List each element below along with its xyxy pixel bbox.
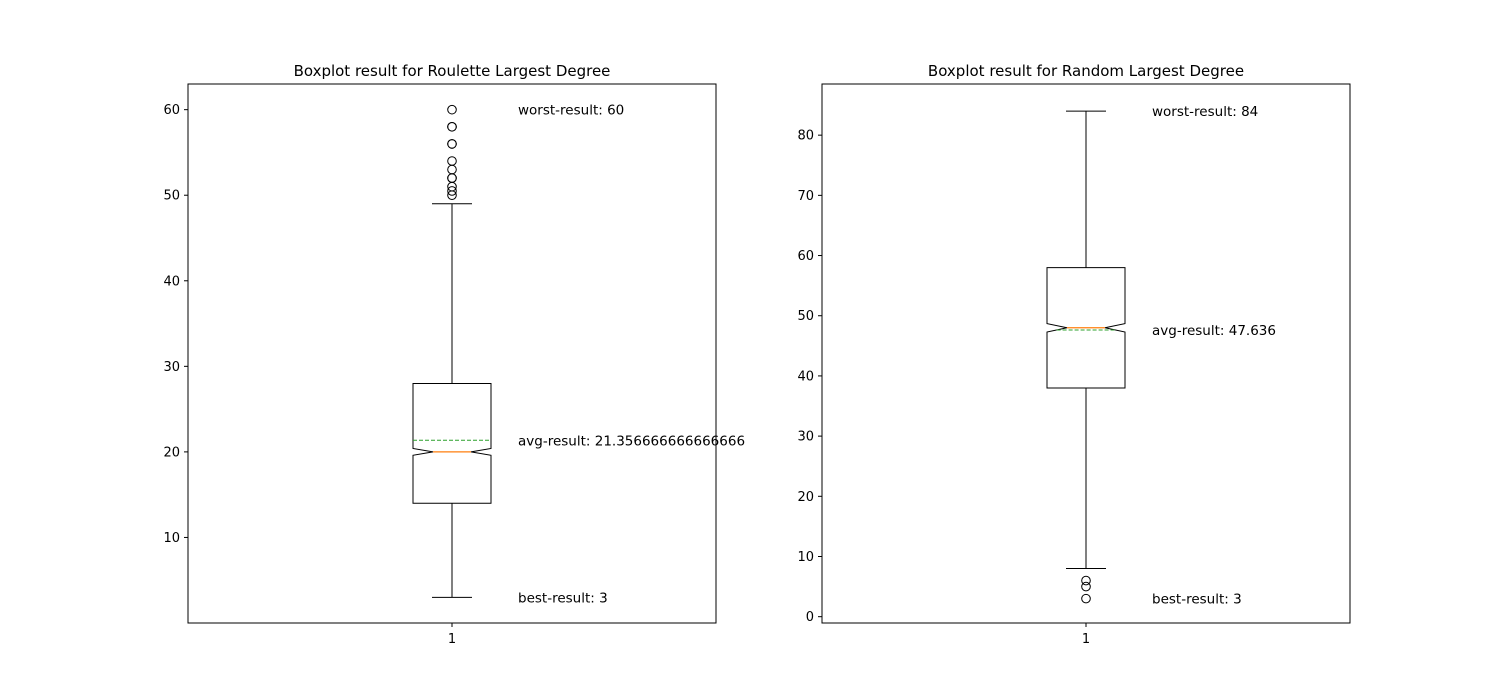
annotation-label: best-result: 3 (518, 590, 608, 606)
x-axis: 1 (1082, 623, 1090, 647)
y-tick-label: 20 (163, 445, 180, 460)
y-tick-label: 40 (797, 369, 814, 384)
chart-title: Boxplot result for Random Largest Degree (928, 62, 1244, 80)
annotation-label: best-result: 3 (1152, 592, 1242, 608)
outlier-point (447, 186, 457, 196)
annotation-label: worst-result: 84 (1152, 104, 1258, 120)
outlier-point (447, 156, 457, 166)
y-tick-label: 50 (163, 189, 180, 204)
annotations: worst-result: 84 avg-result: 47.636 best-r… (1152, 104, 1276, 608)
y-tick-label: 30 (163, 360, 180, 375)
y-tick-label: 40 (163, 274, 180, 289)
outlier-point (447, 121, 457, 132)
annotation-label: avg-result: 47.636 (1152, 323, 1276, 339)
x-tick-label: 1 (1082, 632, 1090, 647)
y-axis: 0 10 20 30 40 50 60 70 80 (797, 129, 822, 625)
chart-marks (412, 104, 492, 598)
annotation-label: avg-result: 21.356666666666666 (518, 433, 745, 449)
y-tick-label: 0 (806, 610, 814, 625)
y-tick-label: 30 (797, 430, 814, 445)
chart-roulette-largest-degree: Boxplot result for Roulette Largest Degr… (163, 62, 745, 647)
plot-frame (187, 83, 717, 624)
chart-marks (1046, 110, 1126, 604)
outlier-point (447, 104, 457, 115)
box-body (412, 382, 492, 504)
chart-title: Boxplot result for Roulette Largest Degr… (294, 62, 611, 80)
y-tick-label: 50 (797, 309, 814, 324)
x-axis: 1 (448, 623, 456, 647)
y-tick-label: 10 (163, 531, 180, 546)
outlier-point (1081, 581, 1091, 592)
y-tick-label: 80 (797, 129, 814, 144)
y-tick-label: 60 (797, 249, 814, 264)
y-tick-label: 20 (797, 490, 814, 505)
y-tick-label: 10 (797, 550, 814, 565)
x-tick-label: 1 (448, 632, 456, 647)
annotations: worst-result: 60 avg-result: 21.356666666… (518, 103, 745, 607)
box-body (1046, 267, 1126, 389)
plot-frame (821, 83, 1351, 624)
outlier-point (447, 139, 457, 149)
chart-random-largest-degree: Boxplot result for Random Largest Degree… (797, 62, 1351, 647)
y-tick-label: 60 (163, 103, 180, 118)
y-axis: 10 20 30 40 50 60 (163, 103, 188, 546)
y-tick-label: 70 (797, 189, 814, 204)
outlier-point (1081, 575, 1091, 586)
annotation-label: worst-result: 60 (518, 103, 624, 119)
outlier-point (1081, 593, 1091, 604)
